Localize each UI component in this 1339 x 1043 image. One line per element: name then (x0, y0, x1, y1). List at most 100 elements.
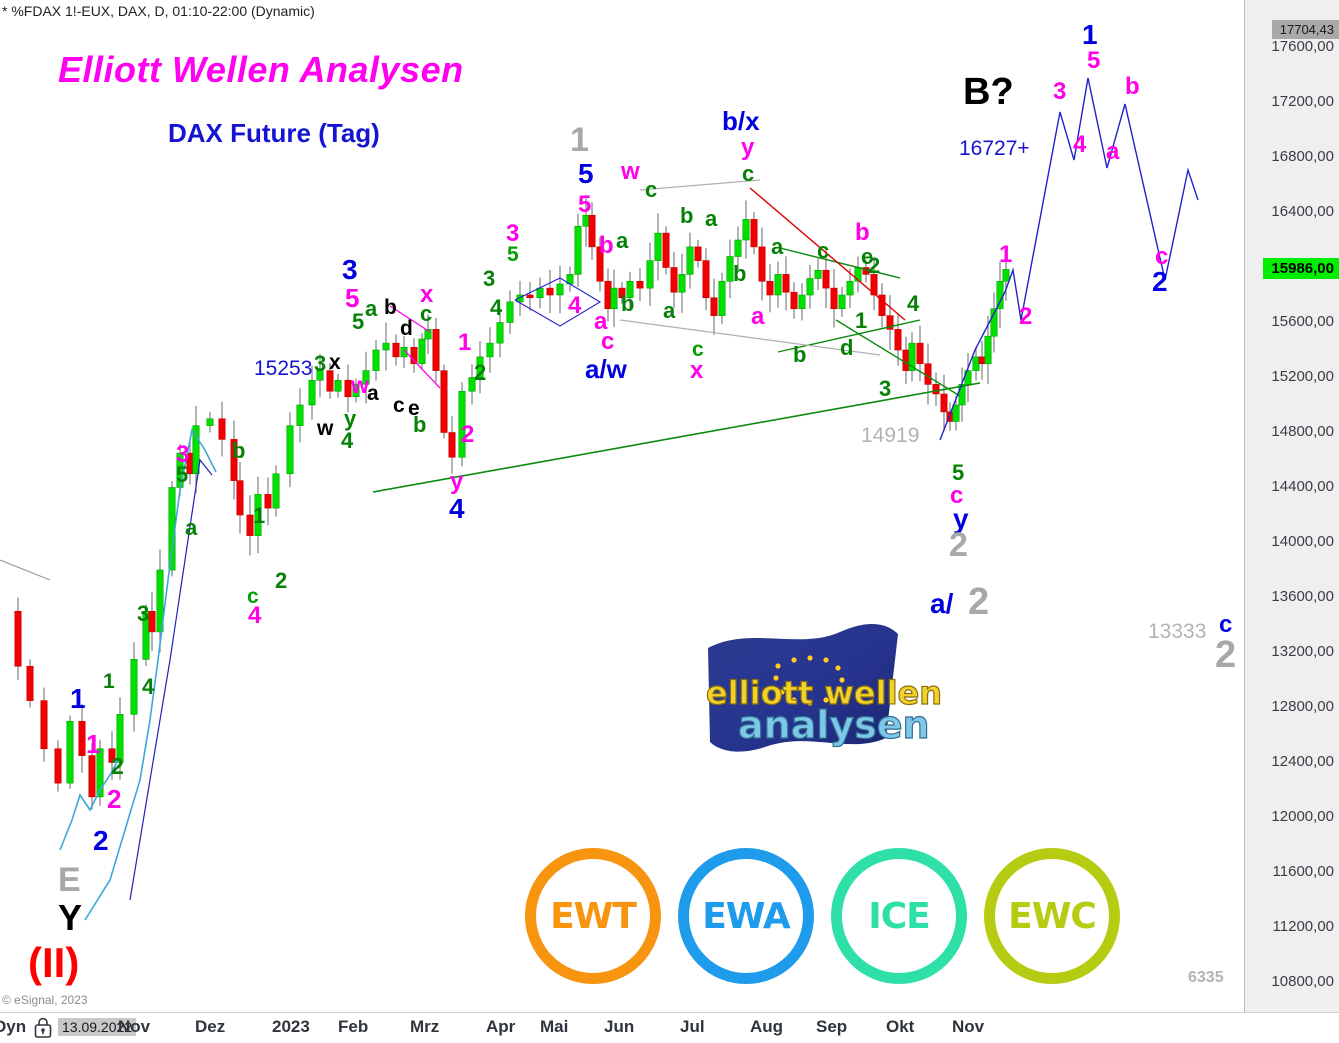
time-axis-tick: Dez (195, 1017, 226, 1036)
wave-label: 4 (490, 295, 503, 320)
wave-label: c (247, 585, 259, 608)
wave-label: c (1155, 243, 1169, 270)
brand-badge-ewt: EWT (525, 848, 661, 984)
wave-label: c (420, 301, 433, 326)
wave-label: a (1106, 138, 1120, 165)
date-input[interactable]: 13.09.2022 (58, 1018, 137, 1036)
wave-label: c (742, 161, 755, 186)
wave-label: 5 (352, 309, 365, 334)
wave-label: 2 (474, 360, 487, 385)
price-axis-tick: 10800,00 (1271, 972, 1334, 990)
wave-label: a (705, 206, 718, 231)
copyright-text: © eSignal, 2023 (2, 993, 88, 1007)
wave-label: c (393, 394, 405, 417)
wave-label: b (855, 219, 870, 246)
logo-line1-text: elliott wellen (706, 674, 942, 712)
wave-label: 1 (253, 503, 266, 528)
wave-label: y (953, 503, 969, 534)
price-axis-tick: 17600,00 (1271, 37, 1334, 55)
time-axis-tick: Jul (680, 1017, 705, 1036)
wave-label: 1 (570, 121, 589, 159)
price-axis-tick: 13200,00 (1271, 642, 1334, 660)
wave-label: a (616, 228, 629, 253)
time-axis[interactable]: Dyn 13.09.2022 Nov Dez 2023 Feb Mrz Apr Mai Jun… (0, 1012, 1339, 1043)
wave-label: Y (58, 897, 83, 938)
wave-label: a (367, 382, 379, 405)
wave-label: y (450, 468, 464, 495)
time-axis-tick: Mrz (410, 1017, 440, 1036)
price-axis-tick: 17200,00 (1271, 92, 1334, 110)
wave-label: E (58, 861, 81, 899)
wave-label: a (663, 298, 676, 323)
wave-label: 3 (506, 220, 520, 247)
price-axis[interactable]: 17704,43 17600,00 17200,00 16800,00 16400,00… (1244, 0, 1339, 1012)
wave-label: b (680, 203, 694, 228)
symbol-header: * %FDAX 1!-EUX, DAX, D, 01:10-22:00 (Dyn… (2, 3, 315, 19)
wave-label: 1 (458, 329, 472, 356)
wave-label: 2 (93, 825, 109, 856)
wave-label: B? (963, 71, 1014, 113)
wave-label: a (365, 296, 378, 321)
wave-label: 6335 (1188, 969, 1224, 986)
wave-label: 5 (345, 283, 360, 313)
price-axis-top-value: 17704,43 (1271, 20, 1339, 39)
dyn-button[interactable]: Dyn (0, 1017, 27, 1036)
wave-label: 1 (1082, 20, 1098, 50)
wave-label: a/w (585, 354, 627, 384)
time-axis-tick: Apr (486, 1017, 516, 1036)
price-axis-tick: 12000,00 (1271, 807, 1334, 825)
wave-label: 5 (578, 191, 592, 218)
wave-label: 2 (968, 581, 990, 623)
wave-label: 3 (879, 376, 892, 401)
brand-badges: EWT EWA ICE EWC (525, 848, 1125, 984)
wave-label: 5 (578, 158, 594, 189)
price-axis-tick: 16400,00 (1271, 202, 1334, 220)
time-axis-tick: 2023 (272, 1017, 310, 1036)
chart-plot-area[interactable]: 1 1 2 2 2 E Y (II) 1 4 3 3 5 a b 1 2 c 4 3 5 5 3 15253 x w a a b d c e b… (0, 20, 1244, 1010)
wave-label: w (351, 372, 369, 398)
time-axis-tick: Nov (952, 1017, 985, 1036)
wave-label: a (771, 234, 784, 259)
wave-label: b (413, 412, 427, 437)
wave-label: w (621, 158, 640, 185)
wave-label: 1 (999, 241, 1013, 268)
wave-label: 3 (137, 601, 150, 626)
wave-label: d (400, 317, 413, 340)
wave-label: 2 (111, 753, 124, 779)
time-axis-tick: Feb (338, 1017, 369, 1036)
time-axis-tick: Okt (886, 1017, 915, 1036)
wave-label: 5 (1087, 47, 1101, 74)
time-axis-tick: Sep (816, 1017, 848, 1036)
wave-label: e (408, 397, 420, 420)
wave-label: 2 (275, 568, 288, 593)
wave-label: 5 (952, 460, 965, 485)
wave-label: c (692, 338, 704, 361)
brand-badge-ewa: EWA (678, 848, 814, 984)
wave-label: 3 (483, 266, 496, 291)
price-axis-tick: 11600,00 (1272, 862, 1334, 880)
wave-label: b (733, 261, 747, 286)
wave-label: a (751, 303, 765, 330)
wave-label: y (741, 134, 755, 161)
wave-label: w (317, 417, 334, 440)
page-title: Elliott Wellen Analysen (58, 49, 464, 90)
price-axis-tick: 16800,00 (1271, 147, 1334, 165)
price-axis-tick: 11200,00 (1272, 917, 1334, 935)
lock-icon[interactable] (33, 1017, 53, 1038)
wave-label: a (185, 515, 198, 540)
price-axis-tick: 14800,00 (1271, 422, 1334, 440)
wave-label: 4 (1073, 131, 1087, 158)
wave-label: a (594, 308, 608, 335)
wave-label: 4 (341, 428, 354, 453)
time-axis-tick: Jun (604, 1017, 635, 1036)
price-axis-tick: 13600,00 (1271, 587, 1334, 605)
wave-label: 2 (1152, 266, 1168, 297)
time-axis-tick: Nov (118, 1017, 151, 1036)
wave-label: 2 (461, 421, 475, 448)
wave-label: d (840, 335, 854, 360)
wave-label: 3 (314, 351, 327, 376)
wave-label: 3 (176, 441, 190, 468)
wave-label: b/x (722, 106, 760, 136)
wave-label: x (329, 351, 341, 374)
wave-label: b (1125, 73, 1140, 100)
